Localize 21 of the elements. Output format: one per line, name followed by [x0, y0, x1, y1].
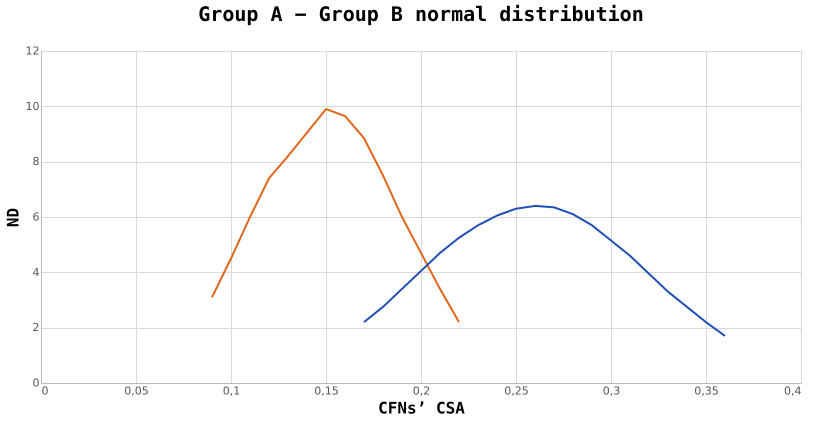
x-tick-label: 0,4: [784, 384, 802, 398]
chart-title: Group A − Group B normal distribution: [198, 2, 644, 26]
y-tick-label: 10: [26, 100, 40, 113]
line-series: [363, 204, 726, 337]
x-tick-label: 0,1: [222, 384, 240, 398]
y-tick-label: 0: [32, 376, 40, 390]
x-tick-label: 0,05: [124, 384, 149, 398]
y-tick-label: 2: [32, 321, 40, 334]
y-tick-label: 6: [32, 210, 40, 224]
x-tick-label: 0,15: [314, 384, 339, 398]
y-axis-title: ND: [4, 208, 23, 228]
line-series: [211, 108, 460, 324]
x-tick-label: 0,25: [504, 384, 529, 398]
x-tick-label: 0,3: [602, 384, 620, 398]
x-tick-label: 0: [42, 384, 48, 398]
x-tick-label: 0,35: [694, 384, 719, 398]
y-tick-label: 8: [32, 155, 40, 168]
x-axis-title: CFNs’ CSA: [378, 398, 466, 418]
y-tick-label: 12: [26, 44, 40, 58]
x-tick-label: 0,2: [412, 384, 430, 398]
y-tick-label: 4: [32, 266, 40, 279]
